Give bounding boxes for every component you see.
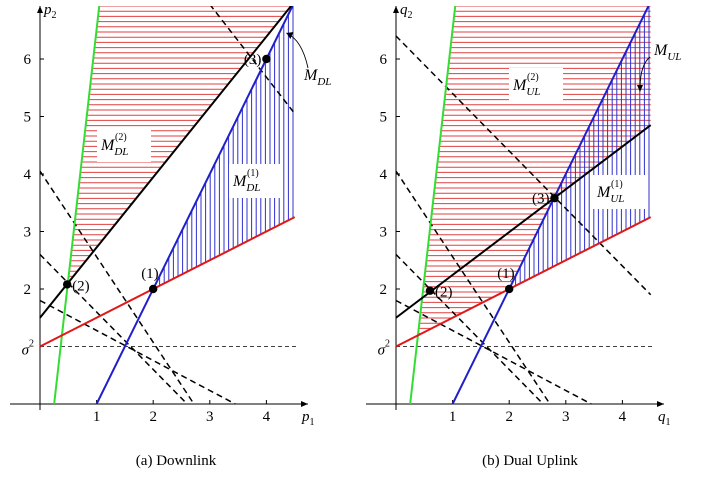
plot-lines bbox=[395, 6, 652, 405]
x-tick-label: 2 bbox=[149, 409, 157, 425]
x-tick-label: 3 bbox=[562, 409, 570, 425]
black-line bbox=[39, 6, 293, 319]
point-label: (3) bbox=[532, 191, 550, 207]
region-label-m2-sup: (2) bbox=[527, 72, 539, 83]
x-tick-label: 4 bbox=[263, 409, 271, 425]
point-label: (3) bbox=[244, 52, 262, 68]
region-label-m1-bg bbox=[229, 164, 283, 198]
y-tick-label: 6 bbox=[24, 52, 32, 68]
horizontal-hatch bbox=[67, 6, 293, 283]
x-tick-label: 1 bbox=[449, 409, 457, 425]
x-axis-label: p1 bbox=[301, 409, 315, 428]
y-tick-label: 5 bbox=[380, 110, 388, 126]
dashed-line bbox=[395, 35, 652, 296]
caption: (b) Dual Uplink bbox=[482, 453, 578, 469]
dashed-line bbox=[39, 299, 236, 405]
x-tick-label: 3 bbox=[206, 409, 214, 425]
hatch-layer bbox=[67, 6, 295, 289]
region-label-m2-bg bbox=[97, 128, 151, 162]
dashed-line bbox=[395, 253, 544, 405]
dashed-line bbox=[395, 299, 592, 405]
dashed-line bbox=[39, 170, 195, 405]
callout-label: MDL bbox=[303, 67, 331, 88]
region-label-m1-sup: (1) bbox=[611, 179, 623, 190]
region-label-m2: MDL bbox=[100, 137, 128, 158]
y-tick-label: 2 bbox=[380, 282, 388, 298]
point-3 bbox=[550, 193, 559, 203]
panel-dual-uplink: 1 2 3 423456q1q2σ2(1)(2)(3)MUL(2)MUL(1)MUL(… bbox=[366, 2, 681, 469]
point-label: (2) bbox=[72, 278, 90, 294]
green-line bbox=[409, 6, 457, 405]
green-line bbox=[53, 6, 101, 405]
red-line bbox=[39, 216, 296, 348]
point-label: (1) bbox=[497, 266, 515, 282]
callout-arrow bbox=[637, 85, 643, 92]
region-label-m2-bg bbox=[509, 68, 563, 102]
x-axis-arrow bbox=[657, 401, 664, 407]
point-1 bbox=[149, 284, 158, 294]
y-axis-arrow bbox=[393, 6, 399, 13]
x-tick-label: 1 bbox=[93, 409, 101, 425]
callout-arrow bbox=[286, 32, 294, 39]
y-tick-label: 4 bbox=[380, 167, 388, 183]
point-label: (2) bbox=[435, 285, 453, 301]
panel-downlink: 1 2 3 423456p1p2σ2(1)(2)(3)MDL(2)MDL(1)MDL(… bbox=[10, 2, 331, 469]
region-label-m2-sup: (2) bbox=[115, 132, 127, 143]
y-tick-label: 5 bbox=[24, 110, 32, 126]
x-tick-label: 4 bbox=[619, 409, 627, 425]
point-2 bbox=[62, 280, 72, 289]
point-2 bbox=[425, 286, 435, 295]
x-tick-label: 2 bbox=[505, 409, 513, 425]
callout-line bbox=[286, 32, 309, 69]
plot-lines bbox=[39, 6, 296, 405]
black-line bbox=[395, 124, 652, 319]
region-label-m1-sup: (1) bbox=[247, 168, 259, 179]
y-tick-label: 3 bbox=[380, 225, 388, 241]
blue-line bbox=[95, 6, 294, 405]
caption: (a) Downlink bbox=[136, 453, 217, 469]
x-axis-arrow bbox=[301, 401, 308, 407]
blue-line bbox=[451, 6, 650, 405]
region-label-m2: MUL bbox=[512, 77, 540, 98]
point-3 bbox=[262, 54, 271, 64]
dashed-line bbox=[39, 253, 188, 405]
point-1 bbox=[505, 284, 514, 294]
point-label: (1) bbox=[141, 266, 159, 282]
sigma-label: σ2 bbox=[22, 339, 34, 359]
region-label-m1: MDL bbox=[232, 173, 260, 194]
red-line bbox=[395, 216, 652, 348]
y-axis-arrow bbox=[37, 6, 43, 13]
x-axis-label: q1 bbox=[658, 409, 671, 428]
dashed-line bbox=[210, 6, 296, 115]
y-tick-label: 4 bbox=[24, 167, 32, 183]
region-label-m1-bg bbox=[593, 175, 647, 209]
y-tick-label: 2 bbox=[24, 282, 32, 298]
y-tick-label: 3 bbox=[24, 225, 32, 241]
y-axis-label: q2 bbox=[400, 2, 413, 21]
region-label-m1: MUL bbox=[596, 184, 624, 205]
vertical-hatch bbox=[154, 6, 294, 289]
y-axis-label: p2 bbox=[43, 2, 57, 21]
dashed-line bbox=[395, 170, 551, 405]
sigma-label: σ2 bbox=[378, 339, 390, 359]
y-tick-label: 6 bbox=[380, 52, 388, 68]
callout-label: MUL bbox=[653, 42, 681, 63]
